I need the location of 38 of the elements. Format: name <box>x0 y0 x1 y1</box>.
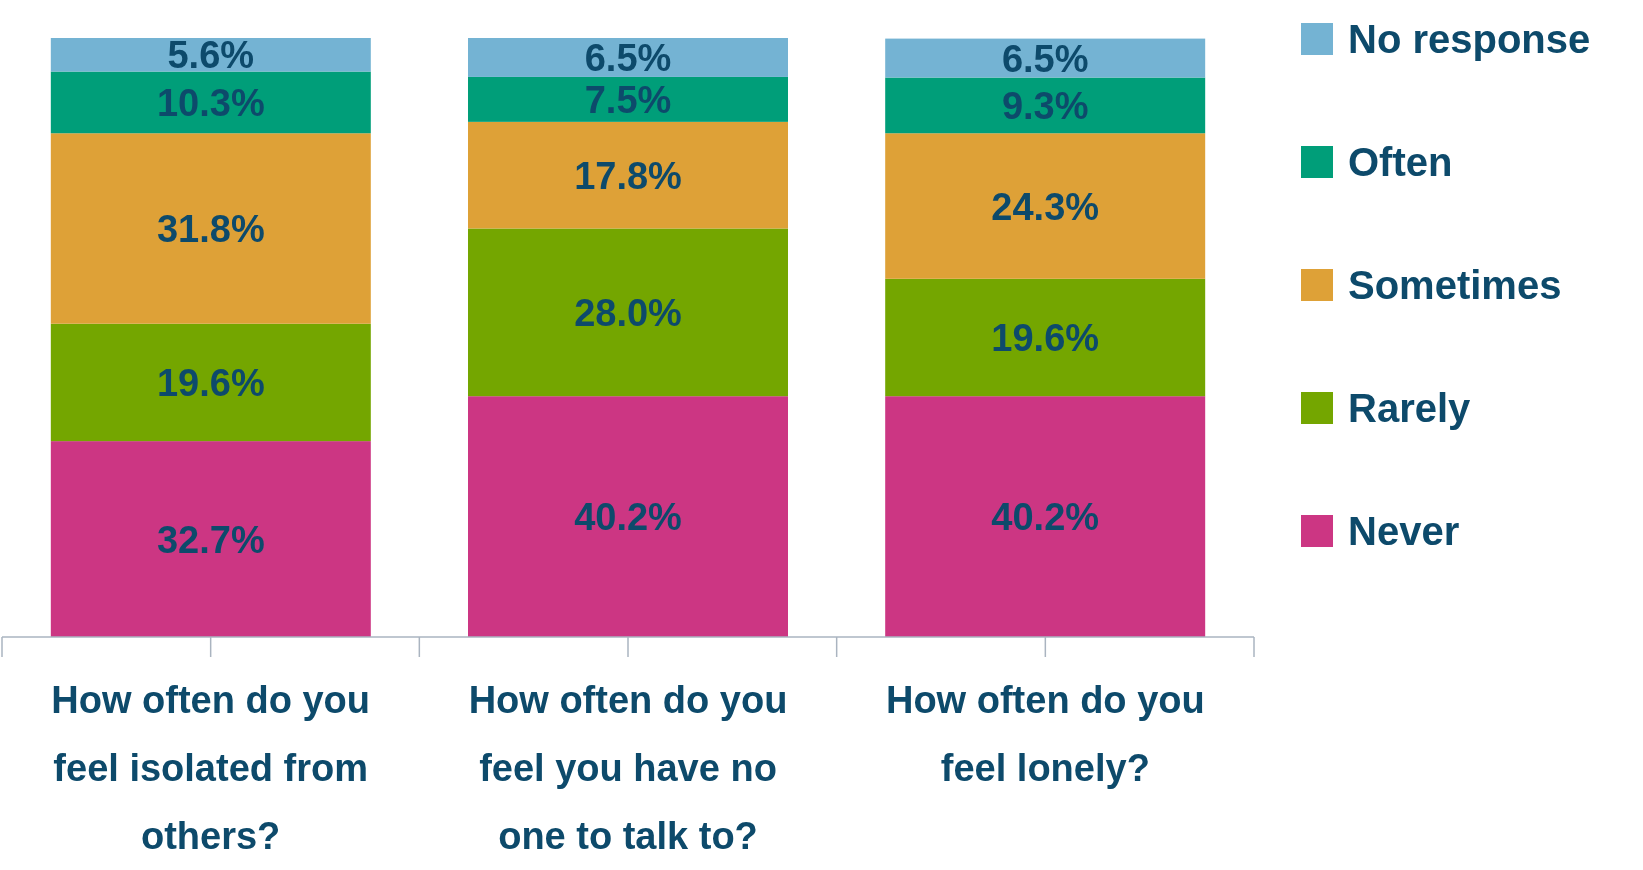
bar <box>50 71 371 134</box>
bar <box>885 77 1206 134</box>
bar <box>468 38 788 77</box>
bar <box>885 396 1206 637</box>
data-label: 24.3% <box>991 185 1100 228</box>
bar <box>50 133 371 324</box>
data-label: 5.6% <box>167 34 255 77</box>
data-label: 6.5% <box>584 37 672 80</box>
legend-label: Rarely <box>1348 386 1472 431</box>
legend-label: Often <box>1348 140 1453 185</box>
data-label: 6.5% <box>1001 37 1089 80</box>
bar <box>468 76 788 122</box>
data-label: 9.3% <box>1001 85 1089 128</box>
data-label: 7.5% <box>584 79 672 122</box>
bar <box>50 441 371 637</box>
bar <box>885 278 1206 397</box>
bar <box>885 133 1206 279</box>
x-tick-label: How often do you feel isolated from others? <box>51 679 371 857</box>
legend-label: Sometimes <box>1348 263 1562 308</box>
data-label: 10.3% <box>156 82 265 125</box>
bar <box>885 38 1206 78</box>
data-label: 17.8% <box>574 154 682 197</box>
legend-label: No response <box>1348 17 1591 62</box>
data-label: 32.7% <box>156 518 265 561</box>
bar <box>468 121 788 229</box>
data-label: 40.2% <box>991 496 1100 539</box>
bar <box>468 228 788 397</box>
legend-label: Never <box>1348 509 1460 554</box>
data-label: 19.6% <box>991 317 1100 360</box>
data-label: 40.2% <box>574 496 682 539</box>
data-label: 28.0% <box>574 292 682 335</box>
bar <box>468 396 788 637</box>
x-tick-label: How often do you feel lonely? <box>885 679 1205 789</box>
bar <box>50 323 371 442</box>
x-tick-label: How often do you feel you have no one to talk to? <box>468 679 788 857</box>
data-label: 31.8% <box>156 208 265 251</box>
data-label: 19.6% <box>156 362 265 405</box>
bar <box>50 38 371 72</box>
